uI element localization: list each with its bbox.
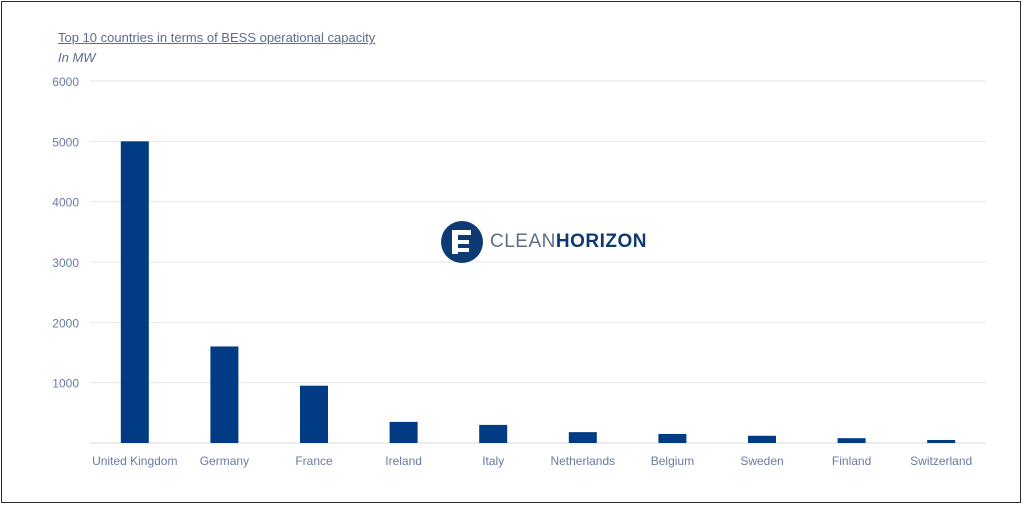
- x-tick-label: France: [295, 454, 333, 468]
- x-tick-label: Belgium: [651, 454, 694, 468]
- x-tick-label: United Kingdom: [92, 454, 177, 468]
- y-tick-label: 3000: [52, 256, 79, 270]
- x-tick-label: Netherlands: [550, 454, 615, 468]
- bar-sweden: [748, 435, 776, 443]
- bar-switzerland: [927, 439, 956, 443]
- x-tick-label: Ireland: [385, 454, 422, 468]
- bar-united-kingdom: [120, 141, 149, 444]
- clean-horizon-logo: CLEANHORIZON: [441, 221, 647, 263]
- y-tick-label: 2000: [52, 316, 79, 330]
- y-tick-label: 6000: [52, 75, 79, 89]
- y-tick-label: 5000: [52, 135, 79, 149]
- clean-horizon-logo-icon: [441, 221, 483, 263]
- bar-belgium: [658, 433, 687, 443]
- x-tick-label: Switzerland: [910, 454, 972, 468]
- x-tick-label: Germany: [200, 454, 249, 468]
- bar-italy: [479, 424, 508, 443]
- x-tick-label: Finland: [832, 454, 871, 468]
- bar-germany: [210, 346, 239, 443]
- x-tick-label: Sweden: [740, 454, 783, 468]
- bar-finland: [837, 438, 866, 443]
- y-tick-label: 4000: [52, 196, 79, 210]
- chart-title: Top 10 countries in terms of BESS operat…: [58, 30, 376, 45]
- logo-text-bold: HORIZON: [555, 231, 647, 252]
- logo-text-light: CLEAN: [490, 231, 556, 252]
- bar-ireland: [389, 421, 418, 443]
- chart-subtitle: In MW: [58, 50, 96, 65]
- bar-france: [300, 385, 328, 443]
- x-tick-label: Italy: [482, 454, 504, 468]
- y-tick-label: 1000: [52, 377, 79, 391]
- bar-netherlands: [568, 432, 597, 443]
